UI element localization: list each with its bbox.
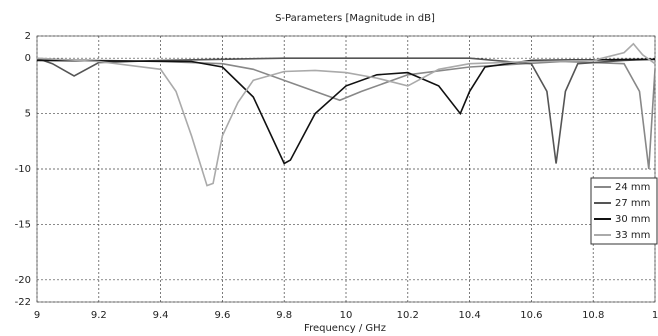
series-line [36, 42, 656, 187]
y-tick-label: -10 [15, 164, 31, 175]
y-tick-label: 5 [25, 109, 31, 120]
x-tick-label: 9.4 [153, 310, 169, 321]
legend-label: 27 mm [615, 198, 650, 209]
y-tick-label: -20 [15, 275, 31, 286]
x-tick-label: 9.8 [276, 310, 292, 321]
series-line [36, 57, 656, 164]
x-tick-label: 10.6 [520, 310, 542, 321]
x-tick-label: 10.2 [397, 310, 419, 321]
x-tick-label: 10.8 [582, 310, 604, 321]
legend-label: 30 mm [615, 214, 650, 225]
x-tick-label: 10.4 [458, 310, 480, 321]
legend-label: 33 mm [615, 230, 650, 241]
y-tick-label: -22 [15, 297, 31, 308]
x-tick-label: 1 [652, 310, 658, 321]
legend-label: 24 mm [615, 182, 650, 193]
x-tick-label: 10 [340, 310, 353, 321]
y-tick-label: 2 [25, 31, 31, 42]
x-tick-label: 9 [34, 310, 40, 321]
y-tick-label: 0 [25, 53, 31, 64]
series-line [36, 58, 656, 165]
chart-title: S-Parameters [Magnitude in dB] [275, 13, 435, 24]
x-axis-label: Frequency / GHz [304, 323, 386, 334]
series-line [36, 58, 656, 170]
y-tick-label: -15 [15, 219, 31, 230]
x-tick-label: 9.2 [91, 310, 107, 321]
x-tick-label: 9.6 [214, 310, 230, 321]
legend-box [590, 177, 658, 245]
